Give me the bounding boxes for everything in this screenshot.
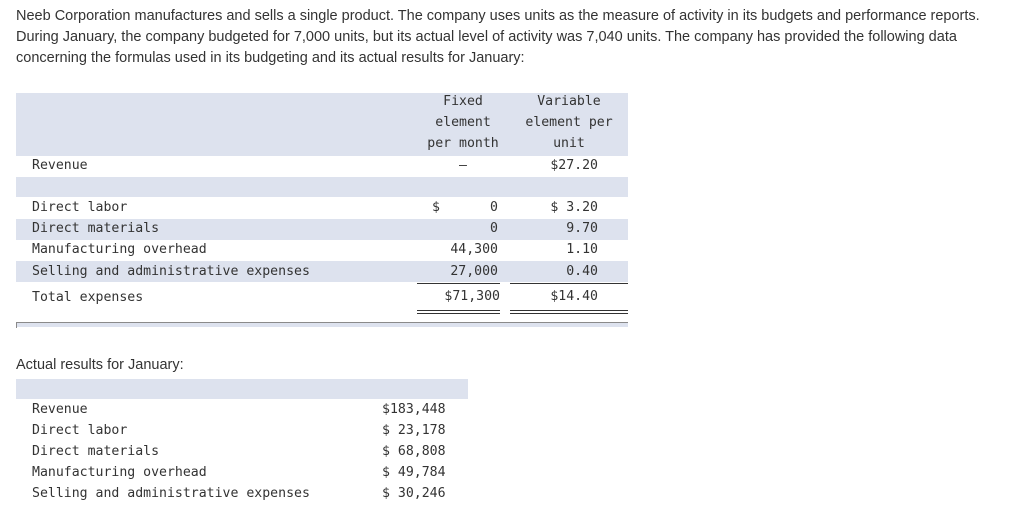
actual-header-band [16,379,468,399]
actual-label-revenue: Revenue [32,402,88,417]
row-label-revenue: Revenue [32,158,88,173]
fixed-dollar-sign: $ [432,200,440,215]
variable-header-line-3: unit [553,136,585,151]
total-rule-fixed-1 [417,310,500,311]
fixed-header-line-3: per month [427,136,499,151]
total-rule-variable-1 [510,310,628,311]
spacer-band [16,177,628,197]
variable-value-direct-materials: 9.70 [566,221,598,236]
variable-value-manufacturing-overhead: 1.10 [566,242,598,257]
fixed-value-direct-materials: 0 [490,221,498,236]
fixed-value-manufacturing-overhead: 44,300 [450,242,498,257]
fixed-header-line-1: Fixed [443,94,483,109]
total-rule-fixed-2 [417,313,500,314]
actual-label-selling-admin: Selling and administrative expenses [32,486,310,501]
fixed-value-direct-labor: 0 [490,200,498,215]
actual-label-direct-materials: Direct materials [32,444,160,459]
actual-value-selling-admin: $ 30,246 [382,486,446,501]
table-bottom-rule [16,322,628,323]
row-label-total-expenses: Total expenses [32,290,144,305]
variable-value-total-expenses: $14.40 [550,289,598,304]
actual-value-manufacturing-overhead: $ 49,784 [382,465,446,480]
fixed-value-revenue: – [459,158,467,173]
actual-label-manufacturing-overhead: Manufacturing overhead [32,465,207,480]
table-bottom-tick [16,322,17,328]
actual-value-direct-labor: $ 23,178 [382,423,446,438]
fixed-value-selling-admin: 27,000 [450,264,498,279]
row-label-manufacturing-overhead: Manufacturing overhead [32,242,207,257]
row-label-direct-labor: Direct labor [32,200,128,215]
row-label-direct-materials: Direct materials [32,221,160,236]
stripe-band-1 [16,219,628,240]
actual-label-direct-labor: Direct labor [32,423,128,438]
variable-header-line-1: Variable [537,94,601,109]
header-band [16,93,628,156]
total-rule-variable-2 [510,313,628,314]
variable-value-direct-labor: $ 3.20 [550,200,598,215]
variable-header-line-2: element per [525,115,613,130]
subtotal-rule-fixed [417,283,500,284]
actual-results-title: Actual results for January: [16,357,184,373]
fixed-value-total-expenses: $71,300 [444,289,500,304]
actual-value-direct-materials: $ 68,808 [382,444,446,459]
intro-paragraph: Neeb Corporation manufactures and sells … [16,8,980,66]
variable-value-selling-admin: 0.40 [566,264,598,279]
footer-band [16,323,628,327]
variable-value-revenue: $27.20 [550,158,598,173]
subtotal-rule-variable [510,283,628,284]
stripe-band-2 [16,261,628,282]
actual-value-revenue: $183,448 [382,402,446,417]
row-label-selling-admin: Selling and administrative expenses [32,264,310,279]
fixed-header-line-2: element [435,115,491,130]
